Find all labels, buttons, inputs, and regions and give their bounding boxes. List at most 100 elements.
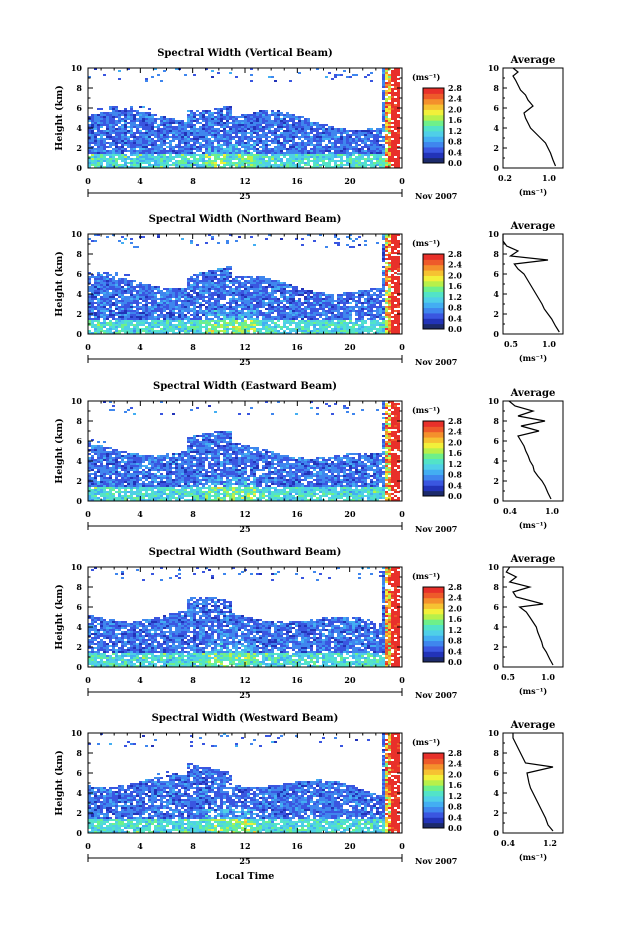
heat-cell <box>130 130 133 132</box>
heat-cell <box>190 144 193 146</box>
heat-cell <box>109 132 112 134</box>
heat-cell <box>292 148 295 150</box>
heat-cell <box>106 282 109 284</box>
heat-cell <box>376 158 379 160</box>
heat-cell <box>349 144 352 146</box>
heat-cell <box>136 126 139 128</box>
heat-cell <box>103 142 106 144</box>
heat-cell <box>349 146 352 148</box>
heat-cell <box>319 292 322 294</box>
heat-cell <box>238 124 241 126</box>
heat-cell <box>334 322 337 324</box>
heat-cell <box>127 138 130 140</box>
heat-cell <box>103 312 106 314</box>
heat-cell <box>205 162 208 164</box>
heat-cell <box>328 304 331 306</box>
heat-cell <box>199 142 202 144</box>
heat-cell <box>388 146 391 148</box>
heat-cell <box>340 156 343 158</box>
heat-cell <box>274 140 277 142</box>
heat-cell <box>304 142 307 144</box>
heat-cell <box>223 280 226 282</box>
heat-cell <box>286 158 289 160</box>
heat-cell <box>148 126 151 128</box>
heat-cell <box>160 118 163 120</box>
heat-cell <box>160 312 163 314</box>
heat-cell <box>268 292 271 294</box>
heat-cell <box>199 294 202 296</box>
heat-cell <box>289 298 292 300</box>
heat-cell <box>115 112 118 114</box>
heat-cell <box>277 144 280 146</box>
heat-cell <box>196 326 199 328</box>
heat-cell <box>190 324 193 326</box>
heat-cell <box>382 102 385 104</box>
heat-cell <box>268 310 271 312</box>
heat-cell <box>127 126 130 128</box>
heat-cell <box>187 132 190 134</box>
heat-cell <box>127 132 130 134</box>
heat-cell <box>115 302 118 304</box>
heat-cell <box>229 164 232 166</box>
heat-cell <box>139 112 142 114</box>
heat-cell <box>109 302 112 304</box>
heat-cell <box>223 268 226 270</box>
heat-cell <box>157 156 160 158</box>
heat-cell <box>208 162 211 164</box>
heat-cell <box>241 144 244 146</box>
heat-cell <box>295 144 298 146</box>
heat-cell <box>160 134 163 136</box>
heat-cell <box>370 166 373 168</box>
heat-cell <box>160 80 163 82</box>
heat-cell <box>223 140 226 142</box>
heat-cell <box>325 158 328 160</box>
heat-cell <box>238 148 241 150</box>
heat-cell <box>373 136 376 138</box>
heat-cell <box>103 148 106 150</box>
heat-cell <box>142 322 145 324</box>
heat-cell <box>391 92 394 94</box>
heat-cell <box>247 156 250 158</box>
heat-cell <box>367 314 370 316</box>
heat-cell <box>295 134 298 136</box>
heat-cell <box>136 166 139 168</box>
heat-cell <box>94 158 97 160</box>
heat-cell <box>397 252 400 254</box>
heat-cell <box>190 290 193 292</box>
heat-cell <box>340 306 343 308</box>
heat-cell <box>355 304 358 306</box>
y-tick: 8 <box>76 83 82 93</box>
heat-cell <box>160 296 163 298</box>
heat-cell <box>328 156 331 158</box>
heat-cell <box>94 128 97 130</box>
heat-cell <box>304 150 307 152</box>
heat-cell <box>130 134 133 136</box>
heat-cell <box>289 314 292 316</box>
heat-cell <box>217 316 220 318</box>
heat-cell <box>94 164 97 166</box>
heat-cell <box>274 296 277 298</box>
heat-cell <box>397 278 400 280</box>
heat-cell <box>316 298 319 300</box>
heat-cell <box>229 142 232 144</box>
heat-cell <box>394 136 397 138</box>
heat-cell <box>259 140 262 142</box>
heat-cell <box>124 324 127 326</box>
heat-cell <box>175 126 178 128</box>
heat-cell <box>250 302 253 304</box>
heat-cell <box>184 132 187 134</box>
heat-cell <box>394 160 397 162</box>
heat-cell <box>100 154 103 156</box>
colorbar-tick-label: 2.4 <box>448 94 462 104</box>
heat-cell <box>112 142 115 144</box>
heat-cell <box>175 130 178 132</box>
heat-cell <box>391 294 394 296</box>
heat-cell <box>319 128 322 130</box>
heat-cell <box>130 292 133 294</box>
heat-cell <box>391 292 394 294</box>
heat-cell <box>301 160 304 162</box>
heat-cell <box>181 288 184 290</box>
heat-cell <box>340 312 343 314</box>
heat-cell <box>256 310 259 312</box>
x-tick: 4 <box>137 176 143 186</box>
